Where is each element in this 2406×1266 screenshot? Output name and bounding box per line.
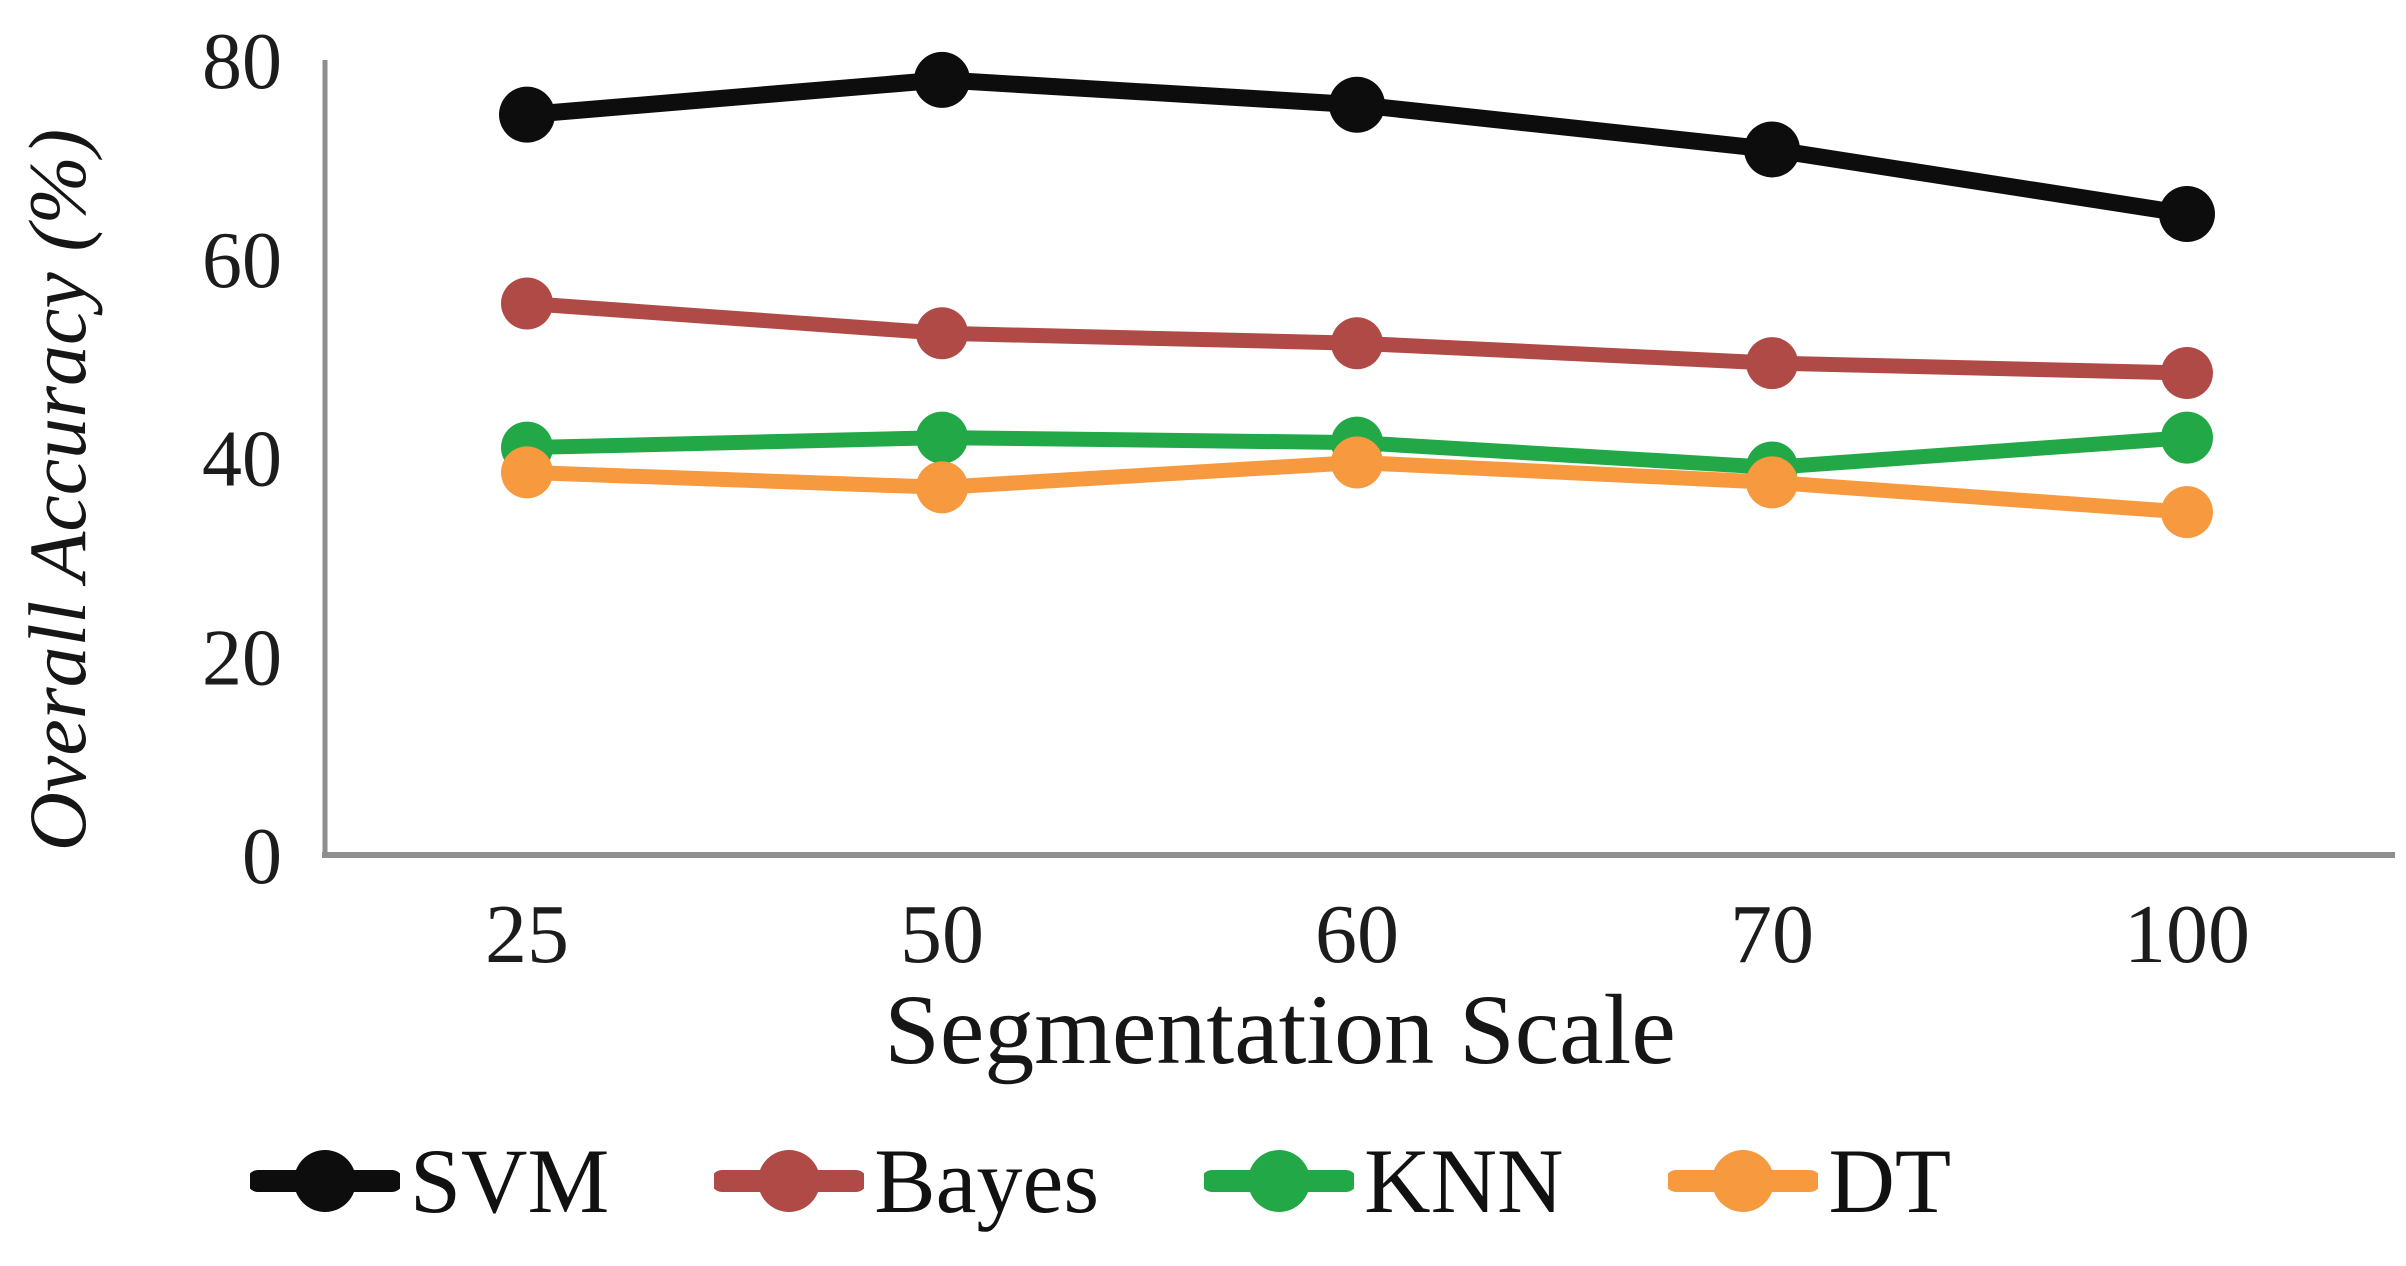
legend-dot bbox=[1712, 1150, 1775, 1212]
x-axis-title: Segmentation Scale bbox=[884, 974, 1676, 1085]
legend-label-knn: KNN bbox=[1364, 1130, 1564, 1232]
y-tick-label: 20 bbox=[202, 614, 282, 702]
data-point-bayes-50 bbox=[916, 307, 968, 360]
legend-dot bbox=[758, 1150, 821, 1212]
y-tick-label: 60 bbox=[202, 217, 282, 305]
x-tick-label: 50 bbox=[900, 888, 984, 981]
legend-marker-svm-icon bbox=[249, 1150, 400, 1212]
data-point-dt-50 bbox=[916, 461, 968, 514]
x-tick-label: 60 bbox=[1315, 888, 1399, 981]
x-tick-label: 70 bbox=[1730, 888, 1814, 981]
data-point-dt-100 bbox=[2161, 486, 2213, 539]
data-point-svm-25 bbox=[499, 86, 555, 143]
data-point-knn-100 bbox=[2161, 411, 2213, 464]
legend-label-bayes: Bayes bbox=[874, 1130, 1100, 1232]
y-tick-label: 40 bbox=[202, 416, 282, 504]
legend-item-bayes: Bayes bbox=[714, 1128, 1099, 1234]
data-point-svm-100 bbox=[2159, 186, 2215, 243]
y-tick-label: 0 bbox=[242, 813, 282, 901]
legend-item-dt: DT bbox=[1668, 1128, 1951, 1234]
data-point-bayes-25 bbox=[501, 277, 553, 330]
x-tick-label: 100 bbox=[2124, 888, 2250, 981]
data-point-bayes-60 bbox=[1331, 317, 1383, 370]
legend-item-svm: SVM bbox=[249, 1128, 610, 1234]
data-point-svm-70 bbox=[1744, 121, 1800, 178]
legend-marker-bayes-icon bbox=[714, 1150, 865, 1212]
legend-marker-knn-icon bbox=[1204, 1150, 1355, 1212]
data-point-dt-60 bbox=[1331, 436, 1383, 489]
legend-item-knn: KNN bbox=[1204, 1128, 1563, 1234]
data-point-bayes-100 bbox=[2161, 347, 2213, 400]
legend: SVM Bayes KNN DT bbox=[0, 1128, 2406, 1234]
data-point-bayes-70 bbox=[1746, 337, 1798, 390]
y-tick-label: 80 bbox=[202, 18, 282, 106]
data-point-dt-70 bbox=[1746, 456, 1798, 509]
legend-marker-dt-icon bbox=[1668, 1150, 1819, 1212]
x-tick-label: 25 bbox=[485, 888, 569, 981]
data-point-knn-50 bbox=[916, 411, 968, 464]
data-point-svm-60 bbox=[1329, 76, 1385, 133]
legend-label-dt: DT bbox=[1828, 1130, 1952, 1232]
data-point-dt-25 bbox=[501, 446, 553, 499]
data-point-svm-50 bbox=[914, 51, 970, 108]
legend-dot bbox=[1248, 1150, 1311, 1212]
legend-label-svm: SVM bbox=[409, 1130, 610, 1232]
legend-dot bbox=[293, 1150, 356, 1212]
